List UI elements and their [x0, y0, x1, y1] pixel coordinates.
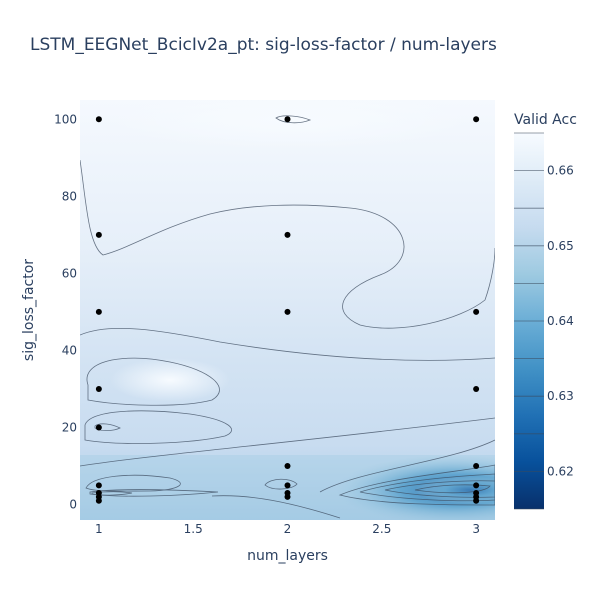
contour-line [275, 115, 312, 124]
sample-point [95, 497, 102, 504]
sample-point [473, 482, 480, 489]
sample-point [284, 308, 291, 315]
sample-point [284, 463, 291, 470]
contour-line [84, 410, 232, 444]
contour-lines [80, 115, 495, 519]
sample-point [95, 231, 102, 238]
high-accuracy-region-top [110, 100, 470, 150]
contour-line [86, 357, 220, 406]
contour-line [414, 484, 491, 494]
contour-line [384, 480, 495, 498]
colorbar: Valid Acc 0.62 0.63 0.64 0.65 0.66 [514, 112, 577, 510]
y-axis: 0 20 40 60 80 100 [54, 112, 77, 511]
y-tick-label: 60 [62, 266, 77, 280]
sample-point [473, 497, 480, 504]
colorbar-level-lines [514, 132, 544, 510]
sample-point [95, 385, 102, 392]
colorbar-title: Valid Acc [514, 112, 577, 128]
contour-line [319, 439, 495, 493]
contour-line [338, 464, 495, 506]
sample-points [95, 116, 480, 504]
x-tick-label: 1 [95, 522, 103, 536]
x-tick-label: 2 [284, 522, 292, 536]
x-tick-label: 3 [472, 522, 480, 536]
colorbar-tick-label: 0.63 [547, 389, 574, 403]
sample-point [95, 308, 102, 315]
y-tick-label: 0 [69, 498, 77, 512]
sample-point [284, 231, 291, 238]
contour-line [89, 489, 219, 497]
chart-title: LSTM_EEGNet_BcicIv2a_pt: sig-loss-factor… [30, 35, 497, 55]
x-axis-label: num_layers [247, 548, 328, 564]
sample-point [473, 463, 480, 470]
sample-point [284, 116, 291, 123]
colorbar-tick-label: 0.64 [547, 314, 574, 328]
y-tick-label: 100 [54, 112, 77, 126]
x-tick-label: 2.5 [372, 522, 391, 536]
contour-line [211, 495, 341, 519]
contour-line [359, 473, 495, 502]
x-axis: 1 1.5 2 2.5 3 [95, 522, 480, 536]
y-tick-label: 40 [62, 343, 77, 357]
contour-line [85, 474, 181, 492]
high-accuracy-region [110, 358, 230, 402]
contour-line [80, 159, 495, 329]
x-tick-label: 1.5 [184, 522, 203, 536]
colorbar-tick-label: 0.66 [547, 164, 574, 178]
y-tick-label: 20 [62, 421, 77, 435]
sample-point [284, 493, 291, 500]
colorbar-ticks: 0.62 0.63 0.64 0.65 0.66 [547, 164, 574, 479]
contour-line [80, 327, 495, 361]
y-axis-label: sig_loss_factor [21, 259, 37, 361]
sample-point [284, 482, 291, 489]
sample-point [95, 482, 102, 489]
contour-line [264, 478, 298, 490]
contour-line [80, 417, 495, 467]
sample-point [95, 424, 102, 431]
sample-point [473, 385, 480, 392]
sample-point [95, 116, 102, 123]
plot-area [80, 100, 495, 520]
y-tick-label: 80 [62, 189, 77, 203]
sample-point [473, 116, 480, 123]
colorbar-tick-label: 0.62 [547, 464, 574, 478]
colorbar-tick-label: 0.65 [547, 239, 574, 253]
sample-point [473, 308, 480, 315]
